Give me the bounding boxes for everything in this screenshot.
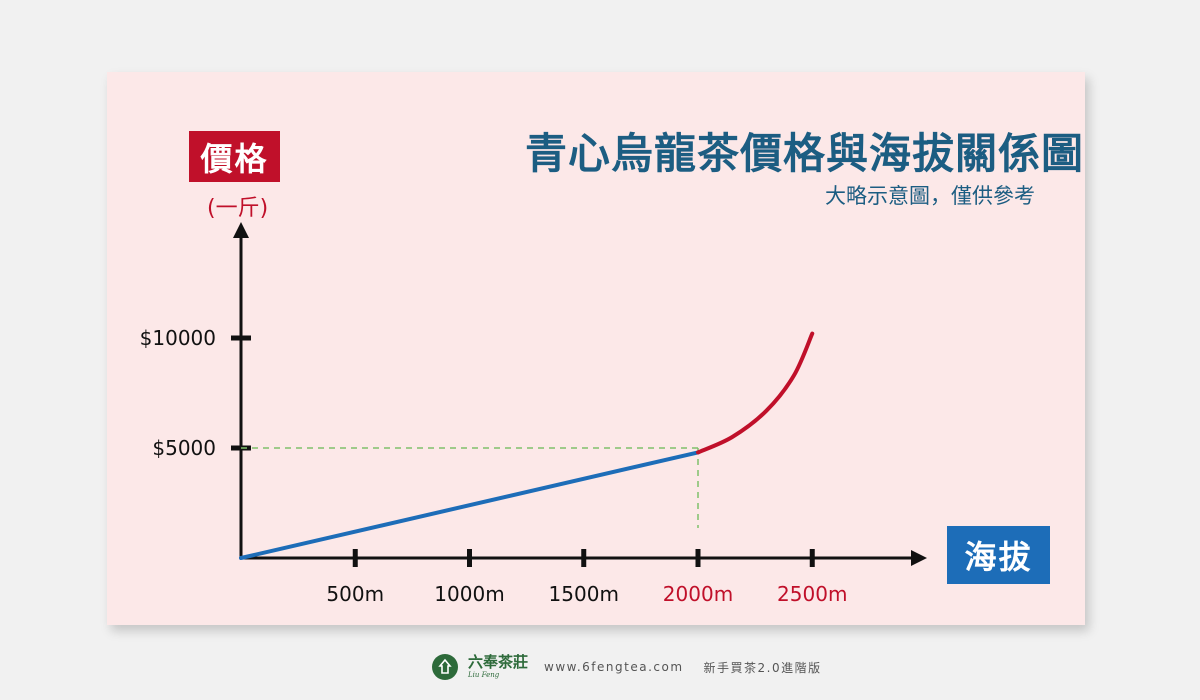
series-line-1 [239,450,700,560]
chart-card: 500m 1000m 1500m 2000m 2500m $5000 $10000 青心烏龍… [107,72,1085,625]
y-axis-label: 價格 [189,131,280,182]
x-tick-label: 1000m [434,582,504,606]
footer-tagline: 新手買茶2.0進階版 [703,660,822,675]
y-tick-label: $5000 [152,436,216,460]
chart-plot: 500m 1000m 1500m 2000m 2500m $5000 $10000 [140,222,927,606]
x-tick-label: 2500m [777,582,847,606]
x-tick-label: 1500m [549,582,619,606]
x-axis-arrow-icon [911,550,927,566]
footer: 六奉茶莊 Liu Feng www.6fengtea.com 新手買茶2.0進階… [432,652,822,682]
x-tick-label: 500m [326,582,384,606]
y-axis-unit: (一斤) [207,196,269,221]
tea-logo-icon [432,654,458,680]
x-axis-label: 海拔 [947,526,1050,584]
chart-title: 青心烏龍茶價格與海拔關係圖 [524,129,1084,178]
y-axis-arrow-icon [233,222,249,238]
chart-subtitle: 大略示意圖，僅供參考 [825,184,1035,208]
brand-name-cn: 六奉茶莊 [468,653,529,671]
x-tick-label: 2000m [663,582,733,606]
y-tick-label: $10000 [140,326,216,350]
brand-logo: 六奉茶莊 Liu Feng [468,655,528,679]
website-link[interactable]: www.6fengtea.com [544,660,684,674]
series-line-2 [696,331,815,455]
brand-name-en: Liu Feng [468,671,500,679]
